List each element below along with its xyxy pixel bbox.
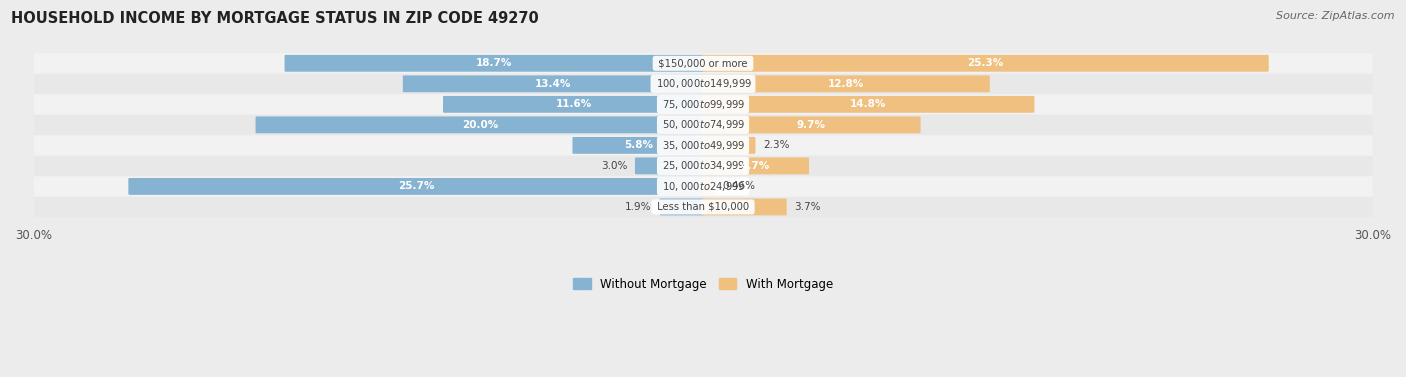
FancyBboxPatch shape [34,115,1372,135]
FancyBboxPatch shape [702,55,1268,72]
FancyBboxPatch shape [636,158,704,174]
Text: 3.0%: 3.0% [600,161,627,171]
Text: Less than $10,000: Less than $10,000 [654,202,752,212]
Text: $150,000 or more: $150,000 or more [655,58,751,68]
FancyBboxPatch shape [34,53,1372,74]
Text: 1.9%: 1.9% [626,202,651,212]
Text: Source: ZipAtlas.com: Source: ZipAtlas.com [1277,11,1395,21]
Text: 25.3%: 25.3% [967,58,1004,68]
FancyBboxPatch shape [34,176,1372,197]
FancyBboxPatch shape [34,74,1372,94]
Text: 9.7%: 9.7% [797,120,825,130]
FancyBboxPatch shape [702,75,990,92]
FancyBboxPatch shape [443,96,704,113]
Text: $100,000 to $149,999: $100,000 to $149,999 [652,77,754,90]
Text: 13.4%: 13.4% [536,79,572,89]
Text: $10,000 to $24,999: $10,000 to $24,999 [659,180,747,193]
Text: 14.8%: 14.8% [851,99,886,109]
FancyBboxPatch shape [404,75,704,92]
Text: 25.7%: 25.7% [398,181,434,192]
FancyBboxPatch shape [34,197,1372,217]
Text: $25,000 to $34,999: $25,000 to $34,999 [659,159,747,172]
FancyBboxPatch shape [284,55,704,72]
Text: 0.46%: 0.46% [723,181,755,192]
FancyBboxPatch shape [128,178,704,195]
FancyBboxPatch shape [34,94,1372,115]
Text: $75,000 to $99,999: $75,000 to $99,999 [659,98,747,111]
FancyBboxPatch shape [702,137,755,154]
Text: 3.7%: 3.7% [794,202,821,212]
FancyBboxPatch shape [702,96,1035,113]
FancyBboxPatch shape [702,178,714,195]
Text: 2.3%: 2.3% [763,140,790,150]
FancyBboxPatch shape [572,137,704,154]
Legend: Without Mortgage, With Mortgage: Without Mortgage, With Mortgage [574,278,832,291]
FancyBboxPatch shape [34,135,1372,156]
FancyBboxPatch shape [34,156,1372,176]
Text: 20.0%: 20.0% [461,120,498,130]
FancyBboxPatch shape [659,199,704,215]
Text: 11.6%: 11.6% [555,99,592,109]
Text: 12.8%: 12.8% [828,79,863,89]
Text: 18.7%: 18.7% [477,58,513,68]
Text: 5.8%: 5.8% [624,140,652,150]
FancyBboxPatch shape [702,158,808,174]
FancyBboxPatch shape [702,199,787,215]
FancyBboxPatch shape [256,116,704,133]
FancyBboxPatch shape [702,116,921,133]
Text: $50,000 to $74,999: $50,000 to $74,999 [659,118,747,131]
Text: HOUSEHOLD INCOME BY MORTGAGE STATUS IN ZIP CODE 49270: HOUSEHOLD INCOME BY MORTGAGE STATUS IN Z… [11,11,538,26]
Text: 4.7%: 4.7% [741,161,770,171]
Text: $35,000 to $49,999: $35,000 to $49,999 [659,139,747,152]
